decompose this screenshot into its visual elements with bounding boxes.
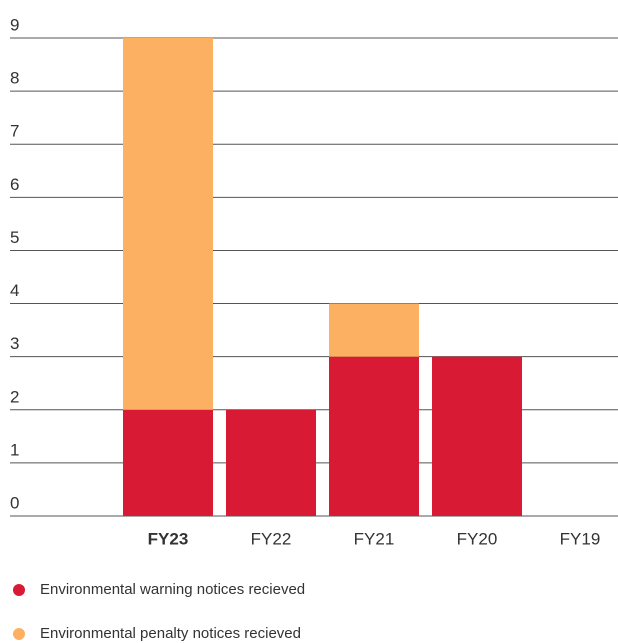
y-tick-label: 1 xyxy=(10,440,19,459)
y-tick-label: 7 xyxy=(10,122,19,141)
y-tick-label: 0 xyxy=(10,493,19,512)
bar xyxy=(123,409,213,516)
y-tick-label: 3 xyxy=(10,334,19,353)
x-tick-label: FY19 xyxy=(560,529,601,548)
bar xyxy=(226,409,316,516)
bar xyxy=(329,303,419,357)
x-tick-label: FY23 xyxy=(148,529,189,548)
legend-label: Environmental warning notices recieved xyxy=(40,581,305,598)
bar xyxy=(329,356,419,516)
bar xyxy=(432,356,522,516)
y-tick-label: 5 xyxy=(10,228,19,247)
bar xyxy=(123,38,213,410)
legend-marker xyxy=(13,584,25,596)
y-tick-label: 8 xyxy=(10,69,19,88)
x-tick-label: FY20 xyxy=(457,529,498,548)
y-tick-label: 2 xyxy=(10,387,19,406)
x-tick-label: FY22 xyxy=(251,529,292,548)
y-tick-label: 6 xyxy=(10,175,19,194)
legend-label: Environmental penalty notices recieved xyxy=(40,625,301,642)
x-tick-label: FY21 xyxy=(354,529,395,548)
y-tick-label: 4 xyxy=(10,281,19,300)
y-tick-label: 9 xyxy=(10,15,19,34)
legend-marker xyxy=(13,628,25,640)
